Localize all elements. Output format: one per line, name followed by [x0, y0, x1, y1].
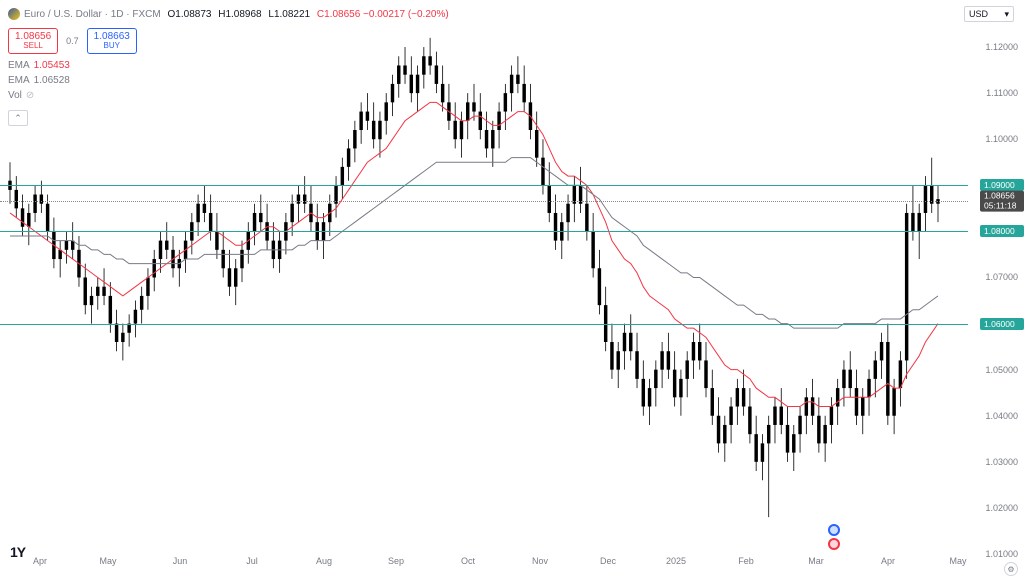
currency-label: USD: [969, 9, 988, 19]
ohlc-l: L1.08221: [266, 9, 311, 20]
x-tick-label: Nov: [532, 556, 548, 566]
tradingview-logo[interactable]: 1Y: [10, 544, 25, 560]
horizontal-line[interactable]: [0, 231, 968, 232]
y-tick-label: 1.07000: [985, 272, 1018, 282]
chevron-down-icon: ▾: [1004, 9, 1009, 20]
x-tick-label: Jul: [246, 556, 258, 566]
y-tick-label: 1.05000: [985, 365, 1018, 375]
horizontal-line[interactable]: [0, 185, 968, 186]
y-axis[interactable]: 1.010001.020001.030001.040001.050001.060…: [968, 24, 1024, 554]
x-tick-label: Jun: [173, 556, 188, 566]
symbol-icon: [8, 8, 20, 20]
y-tick-label: 1.12000: [985, 42, 1018, 52]
settings-icon[interactable]: ⚙: [1004, 562, 1018, 576]
chart-header: Euro / U.S. Dollar · 1D · FXCM O1.08873 …: [8, 6, 1016, 22]
x-tick-label: Feb: [738, 556, 754, 566]
x-tick-label: Oct: [461, 556, 475, 566]
event-icon[interactable]: [828, 524, 840, 536]
x-tick-label: Sep: [388, 556, 404, 566]
symbol-name[interactable]: Euro / U.S. Dollar: [24, 9, 102, 20]
y-tick-label: 1.02000: [985, 503, 1018, 513]
chart-area[interactable]: [0, 24, 968, 554]
x-tick-label: Aug: [316, 556, 332, 566]
y-tick-label: 1.11000: [986, 88, 1018, 98]
ohlc-o: O1.08873: [165, 9, 212, 20]
x-tick-label: May: [949, 556, 966, 566]
chart-svg: [0, 24, 968, 554]
dot-sep: ·: [124, 9, 133, 20]
price-level-tag: 1.09000: [980, 179, 1024, 191]
y-tick-label: 1.04000: [985, 411, 1018, 421]
x-tick-label: Dec: [600, 556, 616, 566]
x-axis[interactable]: Apr May Jun Jul Aug Sep Oct Nov Dec 2025 Feb Mar Apr…: [0, 556, 968, 574]
price-level-tag: 1.06000: [980, 318, 1024, 330]
y-tick-label: 1.10000: [985, 134, 1018, 144]
horizontal-line[interactable]: [0, 324, 968, 325]
x-tick-label: 2025: [666, 556, 686, 566]
x-tick-label: May: [99, 556, 116, 566]
x-tick-label: Apr: [881, 556, 895, 566]
x-tick-label: Mar: [808, 556, 824, 566]
provider: FXCM: [132, 9, 160, 20]
y-tick-label: 1.03000: [985, 457, 1018, 467]
current-price-tag: 1.0865605:11:18: [980, 191, 1024, 212]
dot-sep: ·: [102, 9, 111, 20]
price-level-tag: 1.08000: [980, 225, 1024, 237]
currency-select[interactable]: USD ▾: [964, 6, 1014, 22]
ohlc-h: H1.08968: [215, 9, 261, 20]
current-price-line: [0, 201, 968, 202]
y-tick-label: 1.01000: [985, 549, 1018, 559]
event-icon[interactable]: [828, 538, 840, 550]
ohlc-c: C1.08656 −0.00217 (−0.20%): [314, 9, 449, 20]
interval[interactable]: 1D: [111, 9, 124, 20]
x-tick-label: Apr: [33, 556, 47, 566]
event-icons: [828, 524, 840, 550]
